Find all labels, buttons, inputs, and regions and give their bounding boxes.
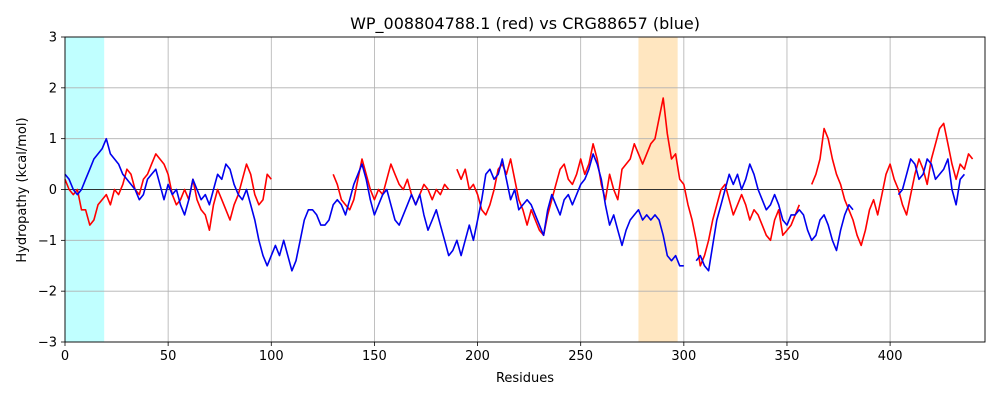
series-0-segment-3 <box>810 122 974 247</box>
x-tick-label: 100 <box>259 349 284 364</box>
x-tick-label: 300 <box>671 349 696 364</box>
y-tick-label: 3 <box>49 31 57 46</box>
series-1-segment-2 <box>897 158 966 206</box>
chart-title: WP_008804788.1 (red) vs CRG88657 (blue) <box>350 14 700 34</box>
y-tick-label: −3 <box>38 336 57 351</box>
x-tick-label: 200 <box>465 349 490 364</box>
x-tick-label: 400 <box>878 349 903 364</box>
x-tick-label: 50 <box>160 349 177 364</box>
y-tick-label: 1 <box>49 132 57 147</box>
plot-area: 0 50 100 150 200 250 300 350 400 −3 −2 −1 0 1 2 3 <box>38 31 986 364</box>
x-tick-label: 0 <box>61 349 69 364</box>
x-tick-label: 150 <box>362 349 387 364</box>
x-tick-label: 350 <box>775 349 800 364</box>
y-tick-label: −2 <box>38 285 57 300</box>
x-axis-label: Residues <box>496 371 554 386</box>
y-tick-label: 2 <box>49 81 57 96</box>
series-0-segment-2 <box>456 97 801 267</box>
series-0-segment-0 <box>64 153 272 231</box>
y-tick-label: −1 <box>38 234 57 249</box>
x-tick-label: 250 <box>568 349 593 364</box>
series-1-segment-1 <box>695 163 854 272</box>
series-0-segment-1 <box>332 158 450 211</box>
y-axis-label: Hydropathy (kcal/mol) <box>15 117 30 262</box>
series-1-segment-0 <box>64 137 684 272</box>
y-tick-label: 0 <box>49 183 57 198</box>
